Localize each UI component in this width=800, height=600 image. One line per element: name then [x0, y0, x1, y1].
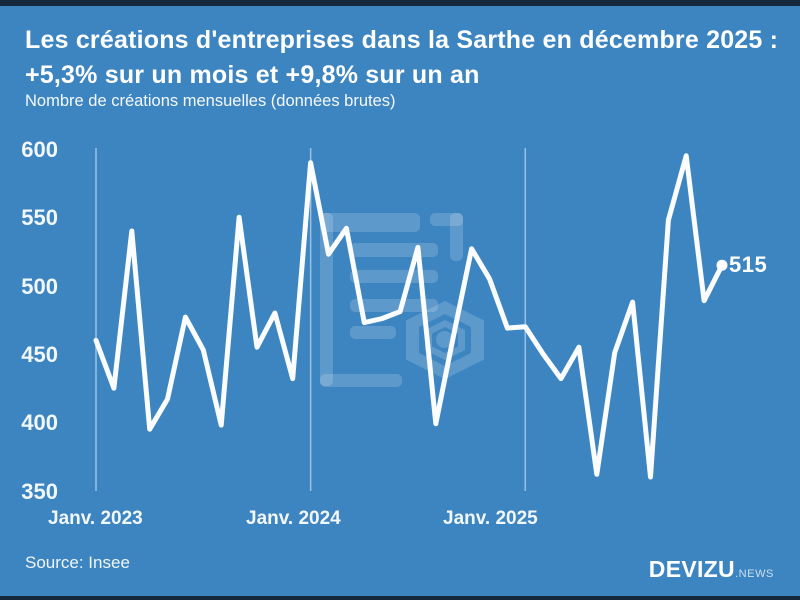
page-title-line2: +5,3% sur un mois et +9,8% sur un an [25, 61, 480, 89]
page-title-line1: Les créations d'entreprises dans la Sart… [25, 26, 779, 54]
watermark-doc-corner-right [450, 213, 463, 261]
y-tick-label: 450 [21, 342, 58, 368]
watermark-center-dot [436, 331, 453, 348]
last-value-label: 515 [729, 252, 768, 277]
last-point-marker [716, 259, 728, 271]
brand-name: DEVIZU [648, 556, 735, 582]
x-tick-label: Janv. 2024 [246, 508, 341, 529]
source-label: Source: Insee [25, 553, 130, 572]
x-tick-label: Janv. 2023 [48, 508, 143, 529]
watermark-doc-bottom-bar [320, 374, 402, 387]
y-tick-label: 550 [21, 205, 58, 231]
monthly-creations-line [93, 153, 725, 480]
brand-logo: DEVIZU .NEWS [649, 556, 774, 583]
y-tick-label: 600 [21, 137, 58, 162]
brand-suffix: .NEWS [734, 568, 774, 580]
x-tick-label: Janv. 2025 [443, 508, 538, 529]
watermark-text-line [350, 299, 438, 312]
top-accent-strip [0, 0, 800, 6]
watermark-doc-corner-top [430, 213, 463, 226]
chart-subtitle: Nombre de créations mensuelles (données … [25, 92, 396, 110]
y-tick-label: 400 [21, 410, 58, 436]
y-tick-label: 350 [21, 478, 58, 504]
watermark-text-line [350, 326, 396, 339]
y-tick-label: 500 [21, 273, 58, 299]
bottom-accent-strip [0, 596, 800, 600]
january-gridlines [95, 148, 527, 491]
watermark-text-line [350, 270, 438, 283]
